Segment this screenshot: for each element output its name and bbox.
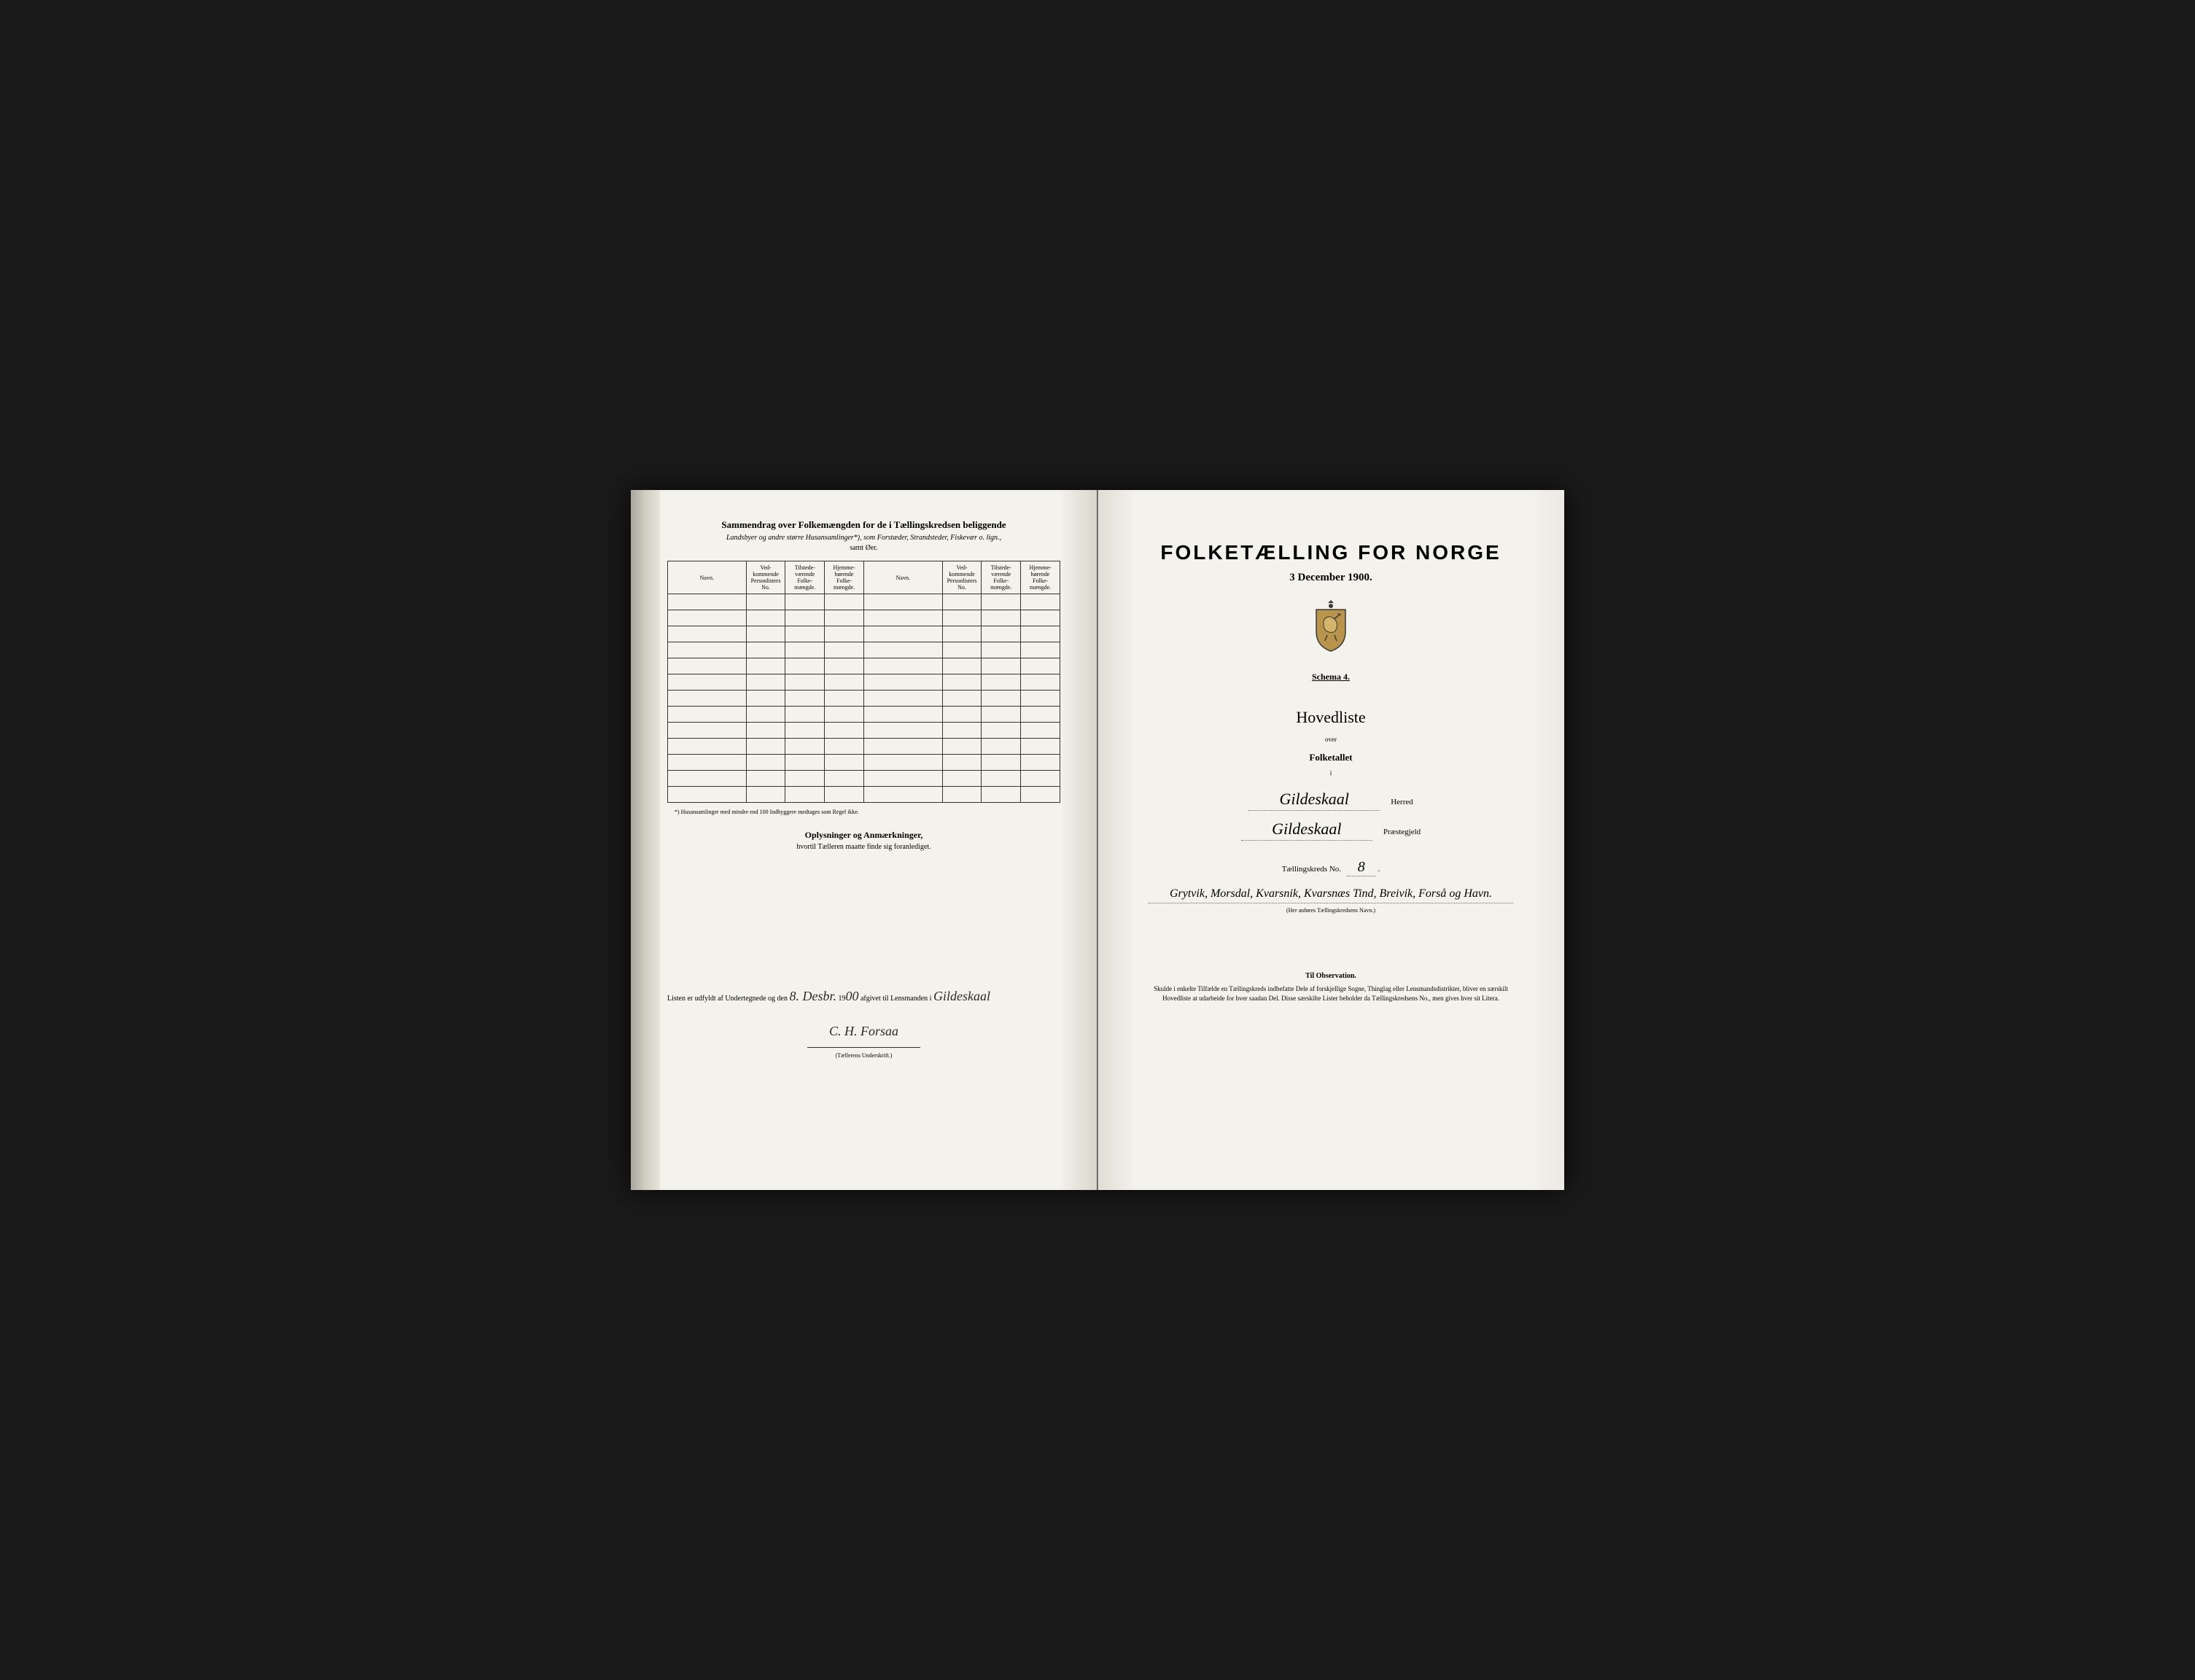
table-body — [668, 594, 1060, 803]
signature-label: (Tællerens Underskrift.) — [667, 1049, 1060, 1062]
table-footnote: *) Husansamlinger med mindre end 100 Ind… — [675, 809, 1060, 815]
herred-value: Gildeskaal — [1248, 790, 1380, 811]
signature-middle: afgivet til Lensmanden i — [860, 995, 931, 1003]
signature-year-prefix: 19 — [838, 995, 845, 1003]
table-header: Navn. — [864, 561, 943, 594]
table-row — [668, 787, 1060, 803]
table-row — [668, 707, 1060, 723]
table-row — [668, 642, 1060, 658]
kreds-row: Tællingskreds No. 8 . — [1134, 859, 1528, 876]
table-row — [668, 626, 1060, 642]
over-label: over — [1134, 736, 1528, 743]
signature-prefix: Listen er udfyldt af Undertegnede og den — [667, 995, 788, 1003]
table-header: Navn. — [668, 561, 747, 594]
i-label: i — [1134, 769, 1528, 777]
signature-date: 8. Desbr. — [789, 989, 836, 1003]
table-row — [668, 674, 1060, 691]
herred-label: Herred — [1391, 798, 1413, 806]
remarks-subtitle: hvortil Tælleren maatte finde sig foranl… — [667, 843, 1060, 851]
schema-label: Schema 4. — [1134, 672, 1528, 682]
table-header: Ved-kommende Personlisters No. — [942, 561, 982, 594]
signature-block: Listen er udfyldt af Undertegnede og den… — [667, 982, 1060, 1062]
praestegjeld-value: Gildeskaal — [1241, 820, 1372, 841]
places-caption: (Her anføres Tællingskredsens Navn.) — [1134, 907, 1528, 914]
table-row — [668, 755, 1060, 771]
table-row — [668, 594, 1060, 610]
signature-name: C. H. Forsaa — [807, 1017, 920, 1049]
signature-place: Gildeskaal — [933, 989, 990, 1003]
coat-of-arms-icon — [1134, 599, 1528, 653]
table-header: Hjemme-hørende Folke-mængde. — [1021, 561, 1060, 594]
table-row — [668, 691, 1060, 707]
right-page: FOLKETÆLLING FOR NORGE 3 December 1900. … — [1098, 490, 1564, 1190]
remarks-title: Oplysninger og Anmærkninger, — [667, 830, 1060, 841]
left-page-subtitle2: samt Øer. — [667, 544, 1060, 552]
left-page: Sammendrag over Folkemængden for de i Tæ… — [631, 490, 1098, 1190]
table-row — [668, 658, 1060, 674]
book-spread: Sammendrag over Folkemængden for de i Tæ… — [631, 490, 1564, 1190]
folketallet-label: Folketallet — [1134, 752, 1528, 763]
left-page-subtitle: Landsbyer og andre større Husansamlinger… — [667, 534, 1060, 542]
left-page-title: Sammendrag over Folkemængden for de i Tæ… — [667, 519, 1060, 531]
praestegjeld-label: Præstegjeld — [1383, 828, 1421, 836]
table-header: Ved-kommende Personlisters No. — [746, 561, 785, 594]
binding-edge — [631, 490, 660, 1190]
observation-text: Skulde i enkelte Tilfælde en Tællingskre… — [1134, 984, 1528, 1003]
kreds-value: 8 — [1347, 859, 1376, 876]
kreds-label: Tællingskreds No. — [1282, 865, 1341, 874]
table-header: Tilstede-værende Folke-mængde. — [982, 561, 1021, 594]
table-row — [668, 610, 1060, 626]
summary-table: Navn. Ved-kommende Personlisters No. Til… — [667, 561, 1060, 803]
observation-title: Til Observation. — [1134, 972, 1528, 980]
praestegjeld-row: Gildeskaal Præstegjeld — [1134, 820, 1528, 841]
table-row — [668, 771, 1060, 787]
table-row — [668, 739, 1060, 755]
table-header: Tilstede-værende Folke-mængde. — [785, 561, 825, 594]
hovedliste-title: Hovedliste — [1134, 708, 1528, 727]
census-date: 3 December 1900. — [1134, 572, 1528, 584]
signature-year-suffix: 00 — [845, 989, 858, 1003]
places-line: Grytvik, Morsdal, Kvarsnik, Kvarsnæs Tin… — [1149, 887, 1513, 903]
herred-row: Gildeskaal Herred — [1134, 790, 1528, 811]
table-header: Hjemme-hørende Folke-mængde. — [825, 561, 864, 594]
census-title: FOLKETÆLLING FOR NORGE — [1134, 541, 1528, 564]
table-row — [668, 723, 1060, 739]
